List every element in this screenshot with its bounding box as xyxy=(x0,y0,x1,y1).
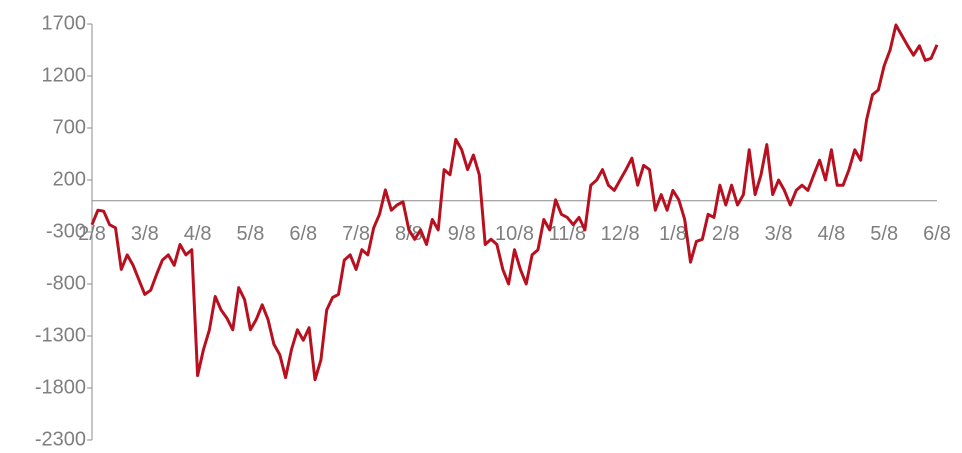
y-tick-label: -1800 xyxy=(35,376,86,398)
x-tick-label: 5/8 xyxy=(237,223,265,245)
y-tick-label: 1700 xyxy=(42,12,87,34)
x-tick-label: 12/8 xyxy=(601,223,640,245)
x-tick-label: 3/8 xyxy=(765,223,793,245)
x-tick-label: 9/8 xyxy=(448,223,476,245)
x-tick-label: 2/8 xyxy=(78,223,106,245)
x-tick-label: 7/8 xyxy=(342,223,370,245)
y-tick-label: 1200 xyxy=(42,64,87,86)
x-tick-label: 4/8 xyxy=(184,223,212,245)
data-line xyxy=(90,23,939,382)
x-tick-label: 6/8 xyxy=(289,223,317,245)
x-tick-label: 3/8 xyxy=(131,223,159,245)
x-tick-label: 5/8 xyxy=(870,223,898,245)
x-tick-label: 10/8 xyxy=(495,223,534,245)
x-tick-label: 11/8 xyxy=(549,223,586,245)
y-tick-label: -800 xyxy=(46,272,86,294)
y-tick-label: -1300 xyxy=(35,324,86,346)
x-tick-label: 4/8 xyxy=(817,223,845,245)
y-tick-label: 700 xyxy=(53,116,86,138)
y-tick-label: -2300 xyxy=(35,428,86,450)
y-tick-label: 200 xyxy=(53,168,86,190)
x-tick-label: 1/8 xyxy=(659,223,687,245)
x-tick-label: 6/8 xyxy=(923,223,951,245)
x-tick-label: 2/8 xyxy=(712,223,740,245)
y-tick-label: -300 xyxy=(46,220,86,242)
